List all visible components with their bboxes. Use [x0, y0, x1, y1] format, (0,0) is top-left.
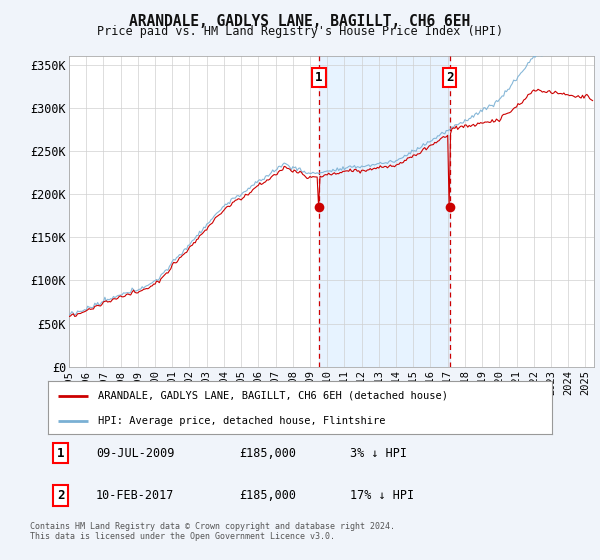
Text: Price paid vs. HM Land Registry's House Price Index (HPI): Price paid vs. HM Land Registry's House …: [97, 25, 503, 38]
Text: HPI: Average price, detached house, Flintshire: HPI: Average price, detached house, Flin…: [98, 416, 386, 426]
Text: 2: 2: [446, 71, 454, 84]
Text: £185,000: £185,000: [239, 446, 296, 460]
Text: 3% ↓ HPI: 3% ↓ HPI: [350, 446, 407, 460]
Text: Contains HM Land Registry data © Crown copyright and database right 2024.
This d: Contains HM Land Registry data © Crown c…: [30, 522, 395, 542]
Text: 2: 2: [57, 489, 64, 502]
Text: 1: 1: [315, 71, 323, 84]
Text: ARANDALE, GADLYS LANE, BAGILLT, CH6 6EH (detached house): ARANDALE, GADLYS LANE, BAGILLT, CH6 6EH …: [98, 391, 448, 401]
Text: ARANDALE, GADLYS LANE, BAGILLT, CH6 6EH: ARANDALE, GADLYS LANE, BAGILLT, CH6 6EH: [130, 14, 470, 29]
Text: 09-JUL-2009: 09-JUL-2009: [96, 446, 174, 460]
Text: 10-FEB-2017: 10-FEB-2017: [96, 489, 174, 502]
Text: 1: 1: [57, 446, 64, 460]
Bar: [319, 56, 449, 367]
Text: £185,000: £185,000: [239, 489, 296, 502]
Text: 17% ↓ HPI: 17% ↓ HPI: [350, 489, 415, 502]
